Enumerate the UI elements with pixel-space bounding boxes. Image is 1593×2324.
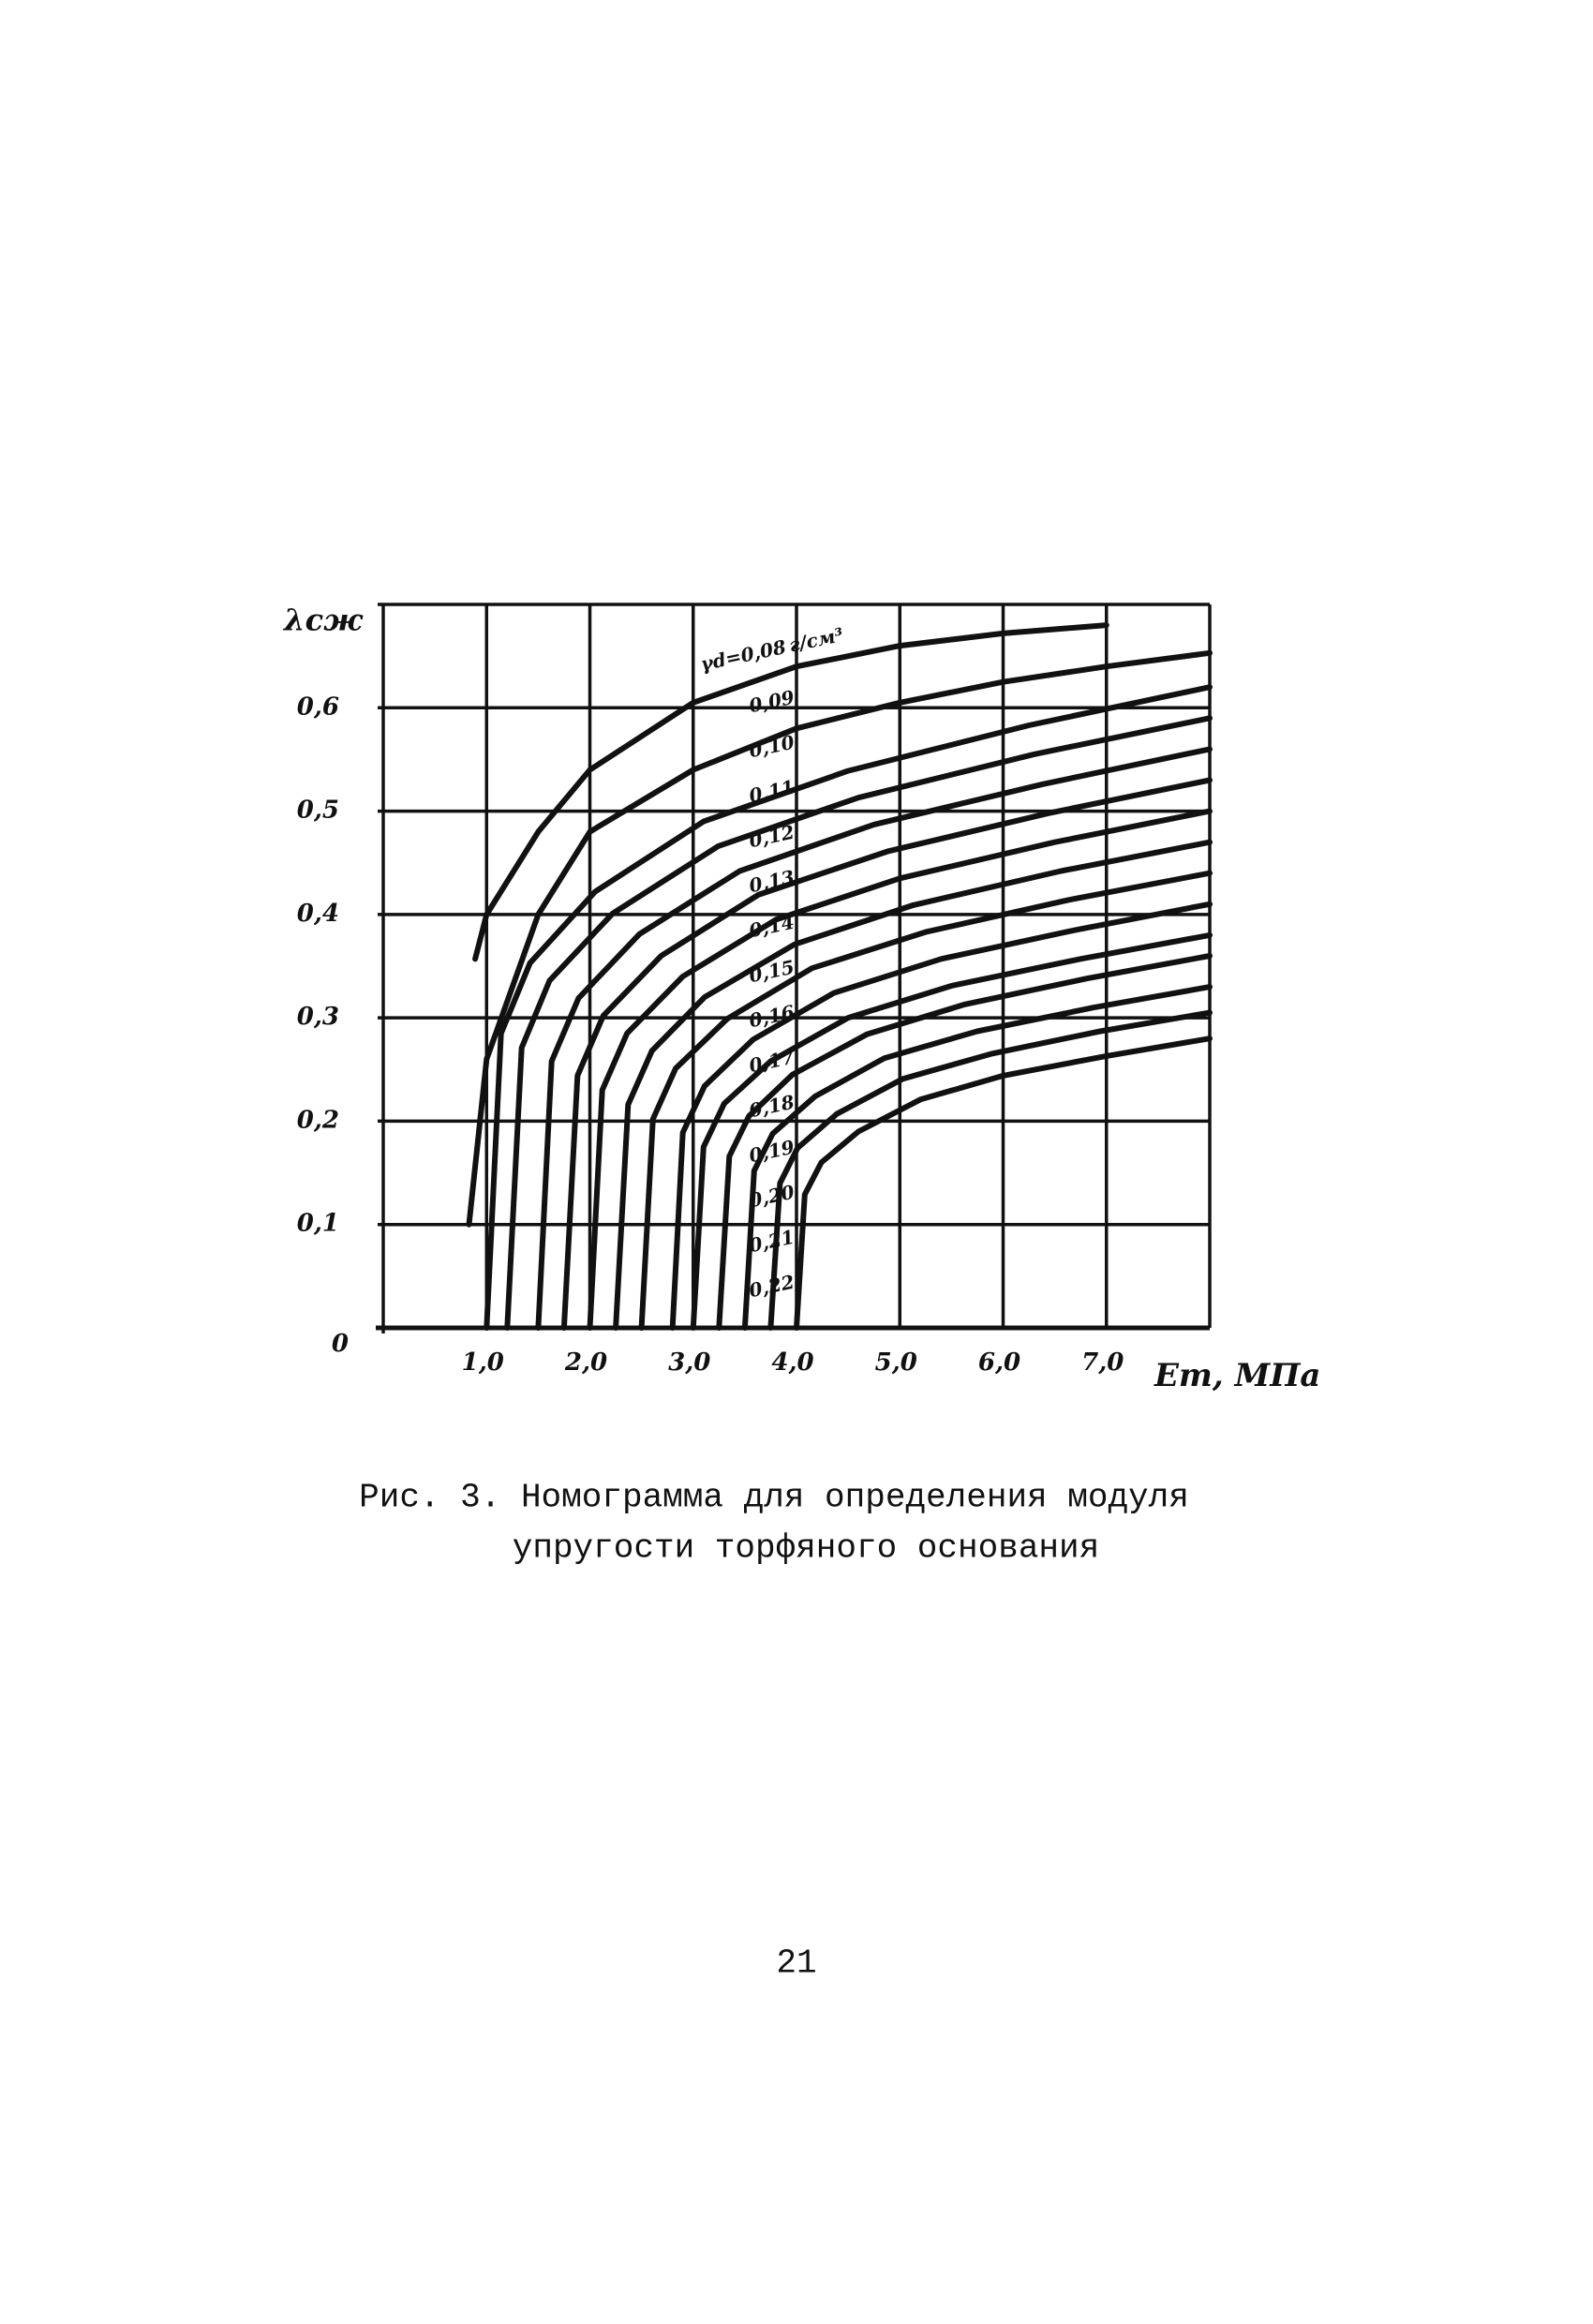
curve: [504, 715, 1213, 1331]
curve-label-text: 0,11: [747, 776, 796, 808]
curve-label-text: 0,09: [747, 686, 796, 718]
curve: [466, 649, 1213, 1228]
curve: [690, 931, 1213, 1331]
curve-label: 0,11: [747, 776, 796, 808]
x-tick-label: 5,0: [875, 1348, 917, 1377]
curve-label-value: 0,08: [738, 635, 788, 667]
curve: [484, 684, 1213, 1331]
curve-label: 0,12: [747, 821, 796, 853]
curve: [560, 777, 1213, 1331]
curve: [669, 901, 1213, 1331]
page-number: 21: [776, 1944, 816, 1983]
x-tick-label: 1,0: [462, 1348, 504, 1377]
curve: [638, 870, 1213, 1331]
x-tick-label: 2,0: [564, 1348, 607, 1377]
curve: [794, 1035, 1213, 1331]
curve-label-text: 0,12: [747, 821, 796, 853]
curve: [587, 808, 1213, 1331]
curve: [613, 839, 1213, 1331]
y-axis-title: λсж: [282, 603, 364, 638]
curve-label: 0,09: [747, 686, 796, 718]
x-tick-label: 3,0: [668, 1348, 710, 1377]
y-tick-label: 0,6: [297, 693, 339, 721]
x-axis-title: Eт, МПа: [1154, 1357, 1320, 1394]
y-tick-label: 0,5: [297, 797, 339, 825]
curve: [535, 746, 1213, 1331]
curve: [741, 984, 1213, 1331]
curve-label: 0,10: [747, 731, 796, 763]
curve-label-prefix: γd=: [698, 645, 743, 676]
y-tick-label: 0,2: [297, 1106, 339, 1134]
curve-label: γd=0,08г/см³: [698, 622, 845, 675]
caption-line: Рис. 3. Номограмма для определения модул…: [359, 1479, 1189, 1517]
curve-label: 0,21: [747, 1226, 796, 1258]
curve-label: 0,22: [747, 1271, 796, 1303]
curve-label-text: 0,21: [747, 1226, 796, 1258]
curve-label-text: 0,22: [747, 1271, 796, 1303]
curve-label-text: 0,13: [747, 866, 796, 898]
curve: [767, 1009, 1213, 1331]
y-tick-label: 0,1: [297, 1210, 339, 1238]
y-tick-label: 0,3: [297, 1003, 339, 1031]
x-tick-label: 6,0: [978, 1348, 1020, 1377]
curve-label-text: 0,10: [747, 731, 796, 763]
y-tick-label: 0,4: [297, 900, 339, 928]
x-tick-label: 7,0: [1081, 1348, 1124, 1377]
y-tick-label: 0: [332, 1330, 349, 1358]
curve-label-text: γd=0,08г/см³: [698, 622, 845, 675]
curve-label: 0,13: [747, 866, 796, 898]
curve: [716, 953, 1213, 1331]
curve: [472, 622, 1109, 962]
caption-line: упругости торфяного основания: [513, 1529, 1100, 1568]
x-tick-label: 4,0: [771, 1348, 813, 1377]
